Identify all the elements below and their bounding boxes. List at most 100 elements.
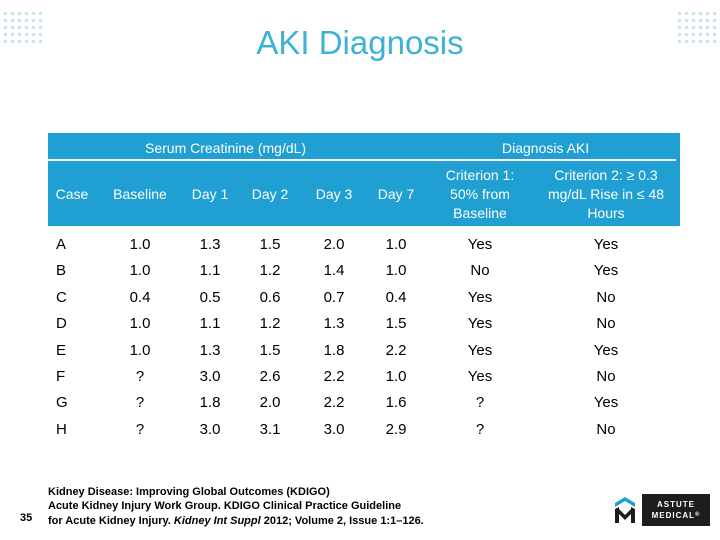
cell-day2: 1.2 [259,262,281,280]
cell-criterion-1: Yes [467,341,493,359]
column-header-day2: Day 2 [251,186,289,202]
citation-text: for Acute Kidney Injury. [48,514,174,527]
cell-day1: 0.5 [199,288,221,306]
table-row: H? 3.0 3.1 3.0 2.9? No [48,417,680,443]
citation-line-1: Kidney Disease: Improving Global Outcome… [48,486,330,498]
cell-day2: 2.0 [259,394,281,412]
logo-line-2-text: MEDICAL [651,511,696,520]
cell-day3: 1.4 [323,262,345,280]
cell-day2: 3.1 [259,420,281,438]
column-header-day7: Day 7 [377,186,415,202]
slide-title: AKI Diagnosis [256,24,464,61]
table-row: E 1.0 1.3 1.5 1.8 2.2 Yes Yes [48,338,680,364]
cell-day2: 1.2 [259,315,281,333]
cell-day2: 0.6 [259,288,281,306]
cell-baseline: 1.0 [129,236,151,253]
column-header-baseline: Baseline [113,186,167,202]
table-row: D 1.0 1.1 1.2 1.3 1.5 Yes No [48,311,680,337]
cell-day3: 1.8 [323,341,345,359]
column-header-case: Case [55,186,89,202]
cell-day7: 1.0 [385,262,407,280]
cell-baseline: ? [135,394,145,412]
column-header-day1: Day 1 [191,186,229,202]
logo-line-2: MEDICAL® [652,510,701,521]
table-row: G? 1.8 2.0 2.2 1.6? Yes [48,390,680,416]
cell-day3: 2.2 [323,394,345,412]
cell-day7: 1.0 [385,367,407,385]
cell-criterion-2: No [596,315,616,333]
cell-case: A [56,236,67,253]
cell-criterion-2: Yes [593,341,619,359]
cell-day7: 0.4 [385,288,407,306]
table-row: B 1.0 1.1 1.2 1.4 1.0 No Yes [48,258,680,284]
citation-journal: Kidney Int Suppl [173,514,261,527]
cell-day7: 1.0 [385,236,407,253]
cell-baseline: 1.0 [129,341,151,359]
cell-day1: 1.3 [199,341,221,359]
cell-day2: 1.5 [259,341,281,359]
cell-criterion-2: No [596,420,616,438]
citation: Kidney Disease: Improving Global Outcome… [48,485,424,528]
cell-day1: 3.0 [199,367,221,385]
citation-line-2: Acute Kidney Injury Work Group. KDIGO Cl… [48,500,402,513]
cell-case: E [56,341,67,359]
cell-criterion-2: No [596,288,616,306]
cell-criterion-1: Yes [467,288,493,306]
header-divider [48,159,676,161]
cell-day1: 1.1 [199,262,221,280]
data-table: A 1.0 1.3 1.5 2.0 1.0 Yes Yes B 1.0 1.1 1.2 1.4 1.0 No… [48,232,680,443]
cell-criterion-1: Yes [467,315,493,333]
header-group-diagnosis-aki: Diagnosis AKI [502,140,590,156]
cell-day3: 0.7 [323,288,345,306]
table-header: Serum Creatinine (mg/dL) Diagnosis AKI C… [48,133,680,226]
cell-case: F [56,367,66,385]
column-header-day3: Day 3 [315,186,353,202]
cell-day7: 1.5 [385,315,407,333]
cell-baseline: ? [135,367,145,385]
cell-day3: 2.0 [323,236,345,253]
cell-day3: 1.3 [323,315,345,333]
cell-day7: 2.2 [385,341,407,359]
table-row: A 1.0 1.3 1.5 2.0 1.0 Yes Yes [48,232,680,258]
cell-day1: 3.0 [199,420,221,438]
header-group-serum-creatinine: Serum Creatinine (mg/dL) [145,140,307,156]
cell-criterion-2: Yes [593,262,619,280]
logo-registered-mark: ® [695,512,701,518]
cell-day7: 1.6 [385,394,407,412]
logo-line-1: ASTUTE [657,500,695,509]
cell-day1: 1.3 [199,236,221,253]
cell-criterion-1: Yes [467,367,493,385]
decorative-dot-pattern-left [2,10,44,44]
column-header-criterion-1: Criterion 1: 50% from Baseline [445,167,515,221]
cell-case: C [56,288,67,306]
column-header-criterion-2: Criterion 2: ≥ 0.3 mg/dL Rise in ≤ 48 Ho… [547,167,665,221]
cell-criterion-2: Yes [593,394,619,412]
cell-day2: 1.5 [259,236,281,253]
cell-baseline: 1.0 [129,262,151,280]
cell-baseline: ? [135,420,145,438]
cell-day3: 2.2 [323,367,345,385]
cell-case: H [56,420,67,438]
cell-case: G [56,394,68,412]
astute-medical-logo: ASTUTE MEDICAL® [614,494,710,526]
cell-day3: 3.0 [323,420,345,438]
logo-mark-icon [615,497,635,523]
page-number: 35 [20,512,33,524]
citation-details: 2012; Volume 2, Issue 1:1–126. [260,514,424,527]
cell-case: B [56,262,67,280]
logo-wordmark: ASTUTE MEDICAL® [642,494,710,526]
cell-criterion-2: No [596,367,616,385]
cell-criterion-1: ? [475,420,485,438]
cell-criterion-2: Yes [593,236,619,253]
cell-baseline: 0.4 [129,288,151,306]
table-row: C 0.4 0.5 0.6 0.7 0.4 Yes No [48,285,680,311]
citation-line-3: for Acute Kidney Injury. Kidney Int Supp… [48,514,424,528]
table-row: F? 3.0 2.6 2.2 1.0 Yes No [48,364,680,390]
decorative-dot-pattern-right [676,10,718,44]
cell-criterion-1: No [470,262,490,280]
cell-criterion-1: Yes [467,236,493,253]
cell-baseline: 1.0 [129,315,151,333]
cell-case: D [56,315,67,333]
cell-criterion-1: ? [475,394,485,412]
cell-day2: 2.6 [259,367,281,385]
